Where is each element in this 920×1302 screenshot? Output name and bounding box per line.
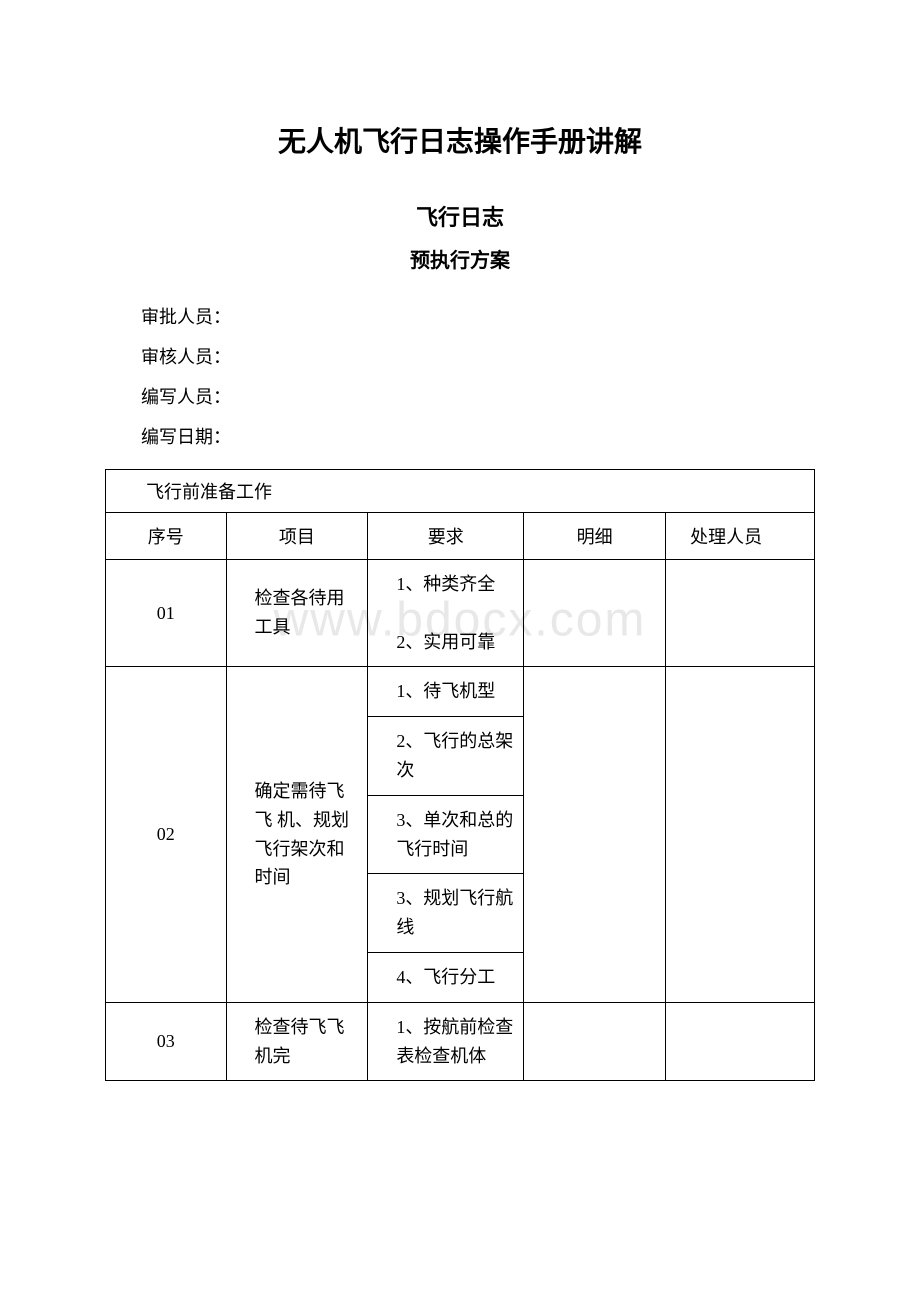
- header-seq: 序号: [106, 513, 227, 560]
- cell-req: 1、按航前检查表检查机体: [368, 1002, 524, 1081]
- preparation-table: 飞行前准备工作 序号 项目 要求 明细 处理人员 01 检查各待用工具 1、种类…: [105, 469, 815, 1081]
- cell-item: 检查各待用工具: [226, 560, 368, 667]
- cell-handler: [666, 1002, 815, 1081]
- table-header-row: 序号 项目 要求 明细 处理人员: [106, 513, 815, 560]
- cell-req: 1、种类齐全 2、实用可靠: [368, 560, 524, 667]
- header-item: 项目: [226, 513, 368, 560]
- cell-seq: 02: [106, 667, 227, 1002]
- table-section-row: 飞行前准备工作: [106, 470, 815, 513]
- cell-detail: [524, 667, 666, 1002]
- req-text: 2、实用可靠: [396, 632, 495, 652]
- cell-seq: 01: [106, 560, 227, 667]
- page-subtitle-1: 飞行日志: [105, 200, 815, 232]
- header-detail: 明细: [524, 513, 666, 560]
- cell-req: 1、待飞机型: [368, 667, 524, 717]
- cell-req: 3、规划飞行航线: [368, 874, 524, 953]
- cell-handler: [666, 560, 815, 667]
- meta-date: 编写日期：: [105, 423, 815, 449]
- page-subtitle-2: 预执行方案: [105, 244, 815, 273]
- meta-author: 编写人员：: [105, 383, 815, 409]
- meta-approver: 审批人员：: [105, 303, 815, 329]
- table-row: 03 检查待飞飞机完 1、按航前检查表检查机体: [106, 1002, 815, 1081]
- cell-req: 3、单次和总的飞行时间: [368, 795, 524, 874]
- cell-req: 2、飞行的总架次: [368, 717, 524, 796]
- cell-detail: [524, 1002, 666, 1081]
- req-text: 1、种类齐全: [396, 574, 495, 594]
- document-content: 无人机飞行日志操作手册讲解 飞行日志 预执行方案 审批人员： 审核人员： 编写人…: [105, 120, 815, 1081]
- cell-handler: [666, 667, 815, 1002]
- header-req: 要求: [368, 513, 524, 560]
- cell-seq: 03: [106, 1002, 227, 1081]
- table-row: 02 确定需待飞飞 机、规划飞行架次和时间 1、待飞机型: [106, 667, 815, 717]
- cell-item: 检查待飞飞机完: [226, 1002, 368, 1081]
- page-title: 无人机飞行日志操作手册讲解: [105, 120, 815, 160]
- cell-detail: [524, 560, 666, 667]
- cell-item: 确定需待飞飞 机、规划飞行架次和时间: [226, 667, 368, 1002]
- table-section-title: 飞行前准备工作: [106, 470, 815, 513]
- cell-req: 4、飞行分工: [368, 952, 524, 1002]
- meta-reviewer: 审核人员：: [105, 343, 815, 369]
- meta-block: 审批人员： 审核人员： 编写人员： 编写日期：: [105, 303, 815, 449]
- table-row: 01 检查各待用工具 1、种类齐全 2、实用可靠: [106, 560, 815, 667]
- header-handler: 处理人员: [666, 513, 815, 560]
